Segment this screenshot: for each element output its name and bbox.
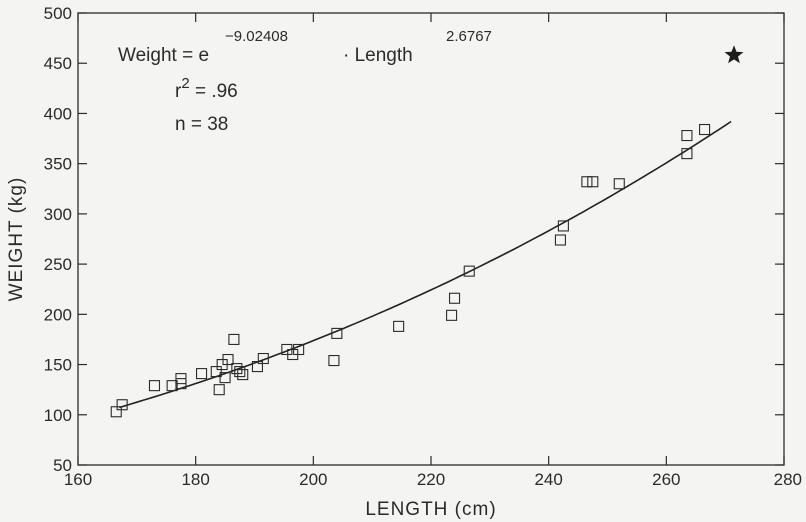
data-point xyxy=(231,363,243,375)
r-squared-r: r xyxy=(175,81,182,102)
data-point xyxy=(613,178,625,190)
star-marker xyxy=(724,45,744,64)
y-tick-label: 50 xyxy=(53,456,72,475)
data-point xyxy=(210,366,222,378)
y-tick-label: 250 xyxy=(44,255,72,274)
r-squared-label: r2 = .96 xyxy=(175,75,238,102)
y-axis-label: WEIGHT (kg) xyxy=(6,177,27,302)
x-tick-label: 200 xyxy=(299,470,327,489)
y-tick-label: 200 xyxy=(44,305,72,324)
data-point xyxy=(393,320,405,332)
data-point xyxy=(463,265,475,277)
y-tick-label: 400 xyxy=(44,104,72,123)
equation-exponent-1: −9.02408 xyxy=(225,28,288,45)
data-point xyxy=(681,129,693,142)
data-point xyxy=(328,354,340,367)
data-point xyxy=(293,343,305,356)
data-point xyxy=(234,366,246,378)
x-tick-label: 220 xyxy=(417,470,445,489)
data-point xyxy=(222,353,234,366)
data-point xyxy=(228,333,240,345)
data-point xyxy=(213,384,225,396)
equation-prefix: Weight = e xyxy=(118,45,209,66)
y-tick-label: 450 xyxy=(44,54,72,73)
x-axis: 160 180 200 220 240 260 280 xyxy=(64,13,802,489)
x-tick-label: 260 xyxy=(652,470,680,489)
data-point xyxy=(116,399,128,411)
x-tick-label: 240 xyxy=(534,470,562,489)
data-point xyxy=(581,176,593,188)
data-point xyxy=(175,373,187,385)
n-label: n = 38 xyxy=(175,114,228,135)
y-axis: 50 100 150 200 250 300 350 400 450 500 xyxy=(44,4,784,475)
data-point xyxy=(448,292,461,304)
x-tick-label: 280 xyxy=(774,470,802,489)
fit-curve xyxy=(118,120,732,409)
data-point xyxy=(257,352,269,365)
data-point xyxy=(557,220,569,232)
x-axis-label: LENGTH (cm) xyxy=(365,499,496,520)
y-tick-label: 350 xyxy=(44,155,72,174)
data-point xyxy=(196,368,208,380)
data-point xyxy=(251,361,263,373)
data-point xyxy=(237,369,249,381)
star-data-point xyxy=(724,45,744,64)
y-tick-label: 500 xyxy=(44,4,72,23)
equation-middle: · Length xyxy=(343,45,413,66)
data-point xyxy=(219,372,231,384)
x-tick-label: 160 xyxy=(64,470,92,489)
x-tick-label: 180 xyxy=(181,470,209,489)
y-tick-label: 100 xyxy=(44,406,72,425)
data-point xyxy=(446,309,458,321)
y-tick-label: 300 xyxy=(44,205,72,224)
data-points xyxy=(110,123,711,418)
data-point xyxy=(554,234,566,246)
data-point xyxy=(148,380,161,392)
data-point xyxy=(331,327,343,339)
y-tick-label: 150 xyxy=(44,356,72,375)
data-point xyxy=(110,406,122,418)
r-squared-sup: 2 xyxy=(181,75,189,92)
data-point xyxy=(587,176,599,188)
data-point xyxy=(699,123,711,136)
equation-exponent-2: 2.6767 xyxy=(446,28,492,45)
data-point xyxy=(166,380,178,392)
data-point xyxy=(681,148,693,160)
r-squared-value: = .96 xyxy=(190,81,238,102)
